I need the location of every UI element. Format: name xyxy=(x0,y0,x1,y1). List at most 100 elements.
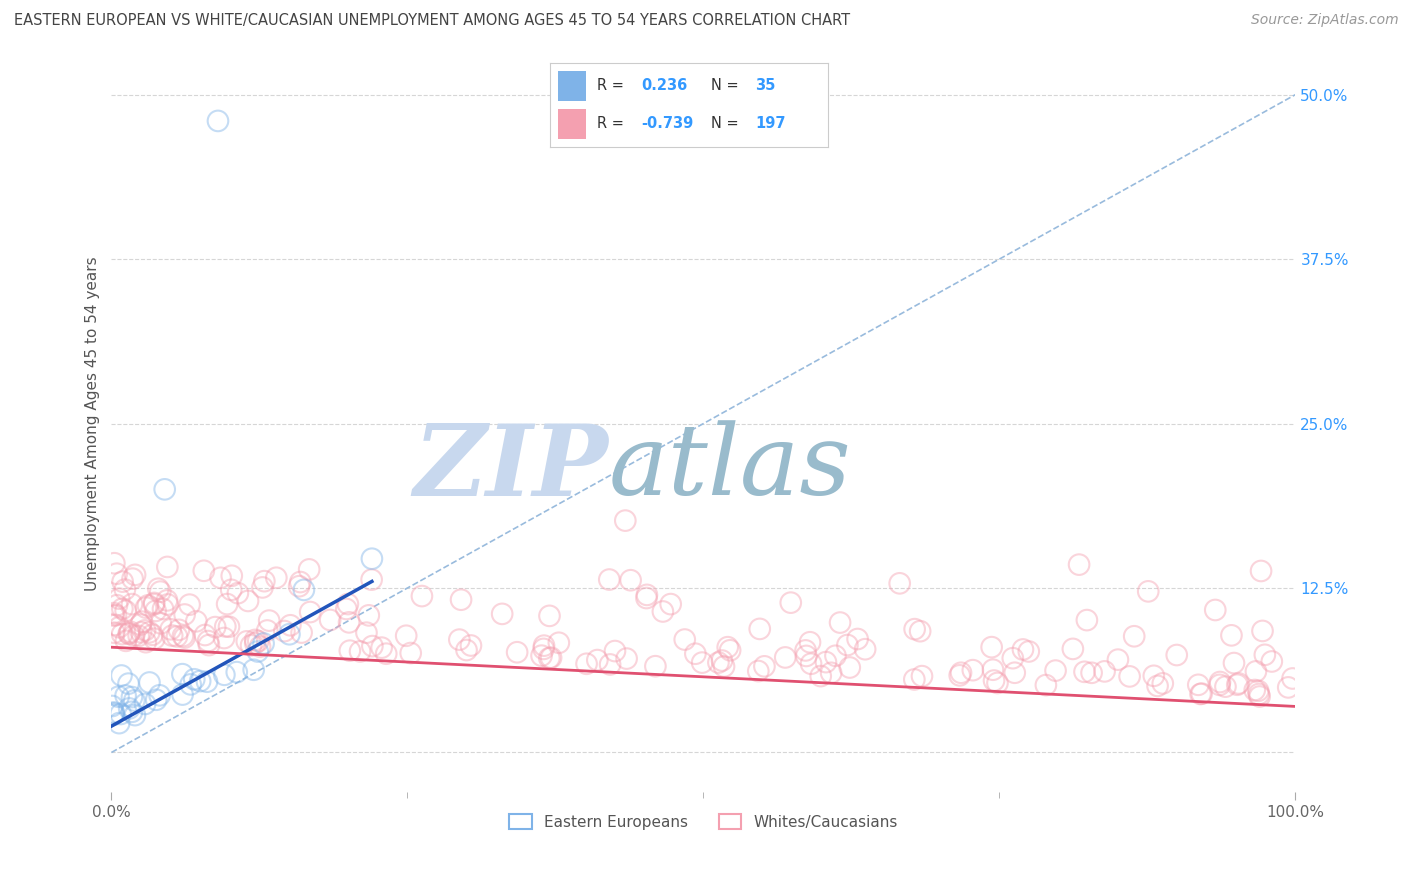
Point xyxy=(962,663,984,677)
Point xyxy=(356,625,378,640)
Point xyxy=(221,568,243,582)
Point xyxy=(179,598,201,612)
Point xyxy=(1143,669,1166,683)
Point xyxy=(533,639,555,653)
Point xyxy=(620,573,643,587)
Point xyxy=(530,648,553,663)
Point xyxy=(337,615,360,630)
Point xyxy=(247,634,270,648)
Point xyxy=(460,639,482,653)
Point xyxy=(141,628,163,642)
Point xyxy=(810,669,832,683)
Point xyxy=(103,625,125,640)
Point xyxy=(143,632,166,646)
Point xyxy=(214,619,236,633)
Point xyxy=(1123,629,1146,643)
Point xyxy=(1062,641,1084,656)
Point xyxy=(981,663,1004,677)
Point xyxy=(186,615,208,629)
Point xyxy=(1004,665,1026,680)
Point xyxy=(904,622,927,636)
Point xyxy=(336,597,359,611)
Point xyxy=(129,617,152,632)
Point xyxy=(911,669,934,683)
Point xyxy=(837,638,859,652)
Point xyxy=(1001,651,1024,665)
Point xyxy=(236,594,259,608)
Point xyxy=(266,571,288,585)
Point xyxy=(121,705,143,719)
Point xyxy=(707,656,730,670)
Point xyxy=(754,659,776,673)
Point xyxy=(118,626,141,640)
Point xyxy=(249,640,271,654)
Point xyxy=(212,631,235,645)
Point xyxy=(853,642,876,657)
Point xyxy=(131,615,153,629)
Point xyxy=(180,677,202,691)
Point xyxy=(846,632,869,646)
Point xyxy=(159,622,181,636)
Point xyxy=(357,608,380,623)
Point xyxy=(110,706,132,721)
Point xyxy=(121,572,143,586)
Point xyxy=(243,632,266,647)
Point xyxy=(903,673,925,687)
Point xyxy=(149,688,172,702)
Point xyxy=(242,663,264,677)
Point xyxy=(111,627,134,641)
Point xyxy=(1220,628,1243,642)
Point xyxy=(659,597,682,611)
Point xyxy=(129,625,152,640)
Point xyxy=(1018,644,1040,658)
Point xyxy=(120,624,142,639)
Point xyxy=(207,114,229,128)
Point xyxy=(253,574,276,589)
Point xyxy=(1152,676,1174,690)
Point xyxy=(105,598,128,612)
Point xyxy=(794,643,817,657)
Point xyxy=(838,660,860,674)
Point xyxy=(156,560,179,574)
Point xyxy=(1012,642,1035,657)
Point xyxy=(399,646,422,660)
Point xyxy=(236,634,259,648)
Text: atlas: atlas xyxy=(609,420,852,516)
Point xyxy=(135,635,157,649)
Point xyxy=(794,648,817,663)
Point xyxy=(335,602,357,616)
Point xyxy=(800,657,823,671)
Point xyxy=(814,655,837,669)
Point xyxy=(124,708,146,723)
Point xyxy=(121,597,143,611)
Point xyxy=(110,668,132,682)
Point xyxy=(193,564,215,578)
Point xyxy=(1187,678,1209,692)
Point xyxy=(319,613,342,627)
Point xyxy=(149,616,172,631)
Point xyxy=(950,665,973,680)
Point xyxy=(1094,665,1116,679)
Point xyxy=(636,588,658,602)
Point xyxy=(197,634,219,648)
Point xyxy=(361,639,384,653)
Point xyxy=(114,689,136,703)
Point xyxy=(121,690,143,704)
Point xyxy=(111,601,134,615)
Point xyxy=(361,551,384,566)
Point xyxy=(273,624,295,638)
Point xyxy=(153,483,176,497)
Point xyxy=(108,716,131,731)
Point xyxy=(450,592,472,607)
Point xyxy=(824,648,846,663)
Point xyxy=(983,673,1005,688)
Point xyxy=(246,644,269,658)
Point xyxy=(204,620,226,634)
Point xyxy=(1281,672,1303,686)
Point xyxy=(1247,687,1270,701)
Point xyxy=(616,651,638,665)
Point xyxy=(245,636,267,650)
Point xyxy=(103,706,125,721)
Point xyxy=(1247,683,1270,698)
Point xyxy=(172,667,194,681)
